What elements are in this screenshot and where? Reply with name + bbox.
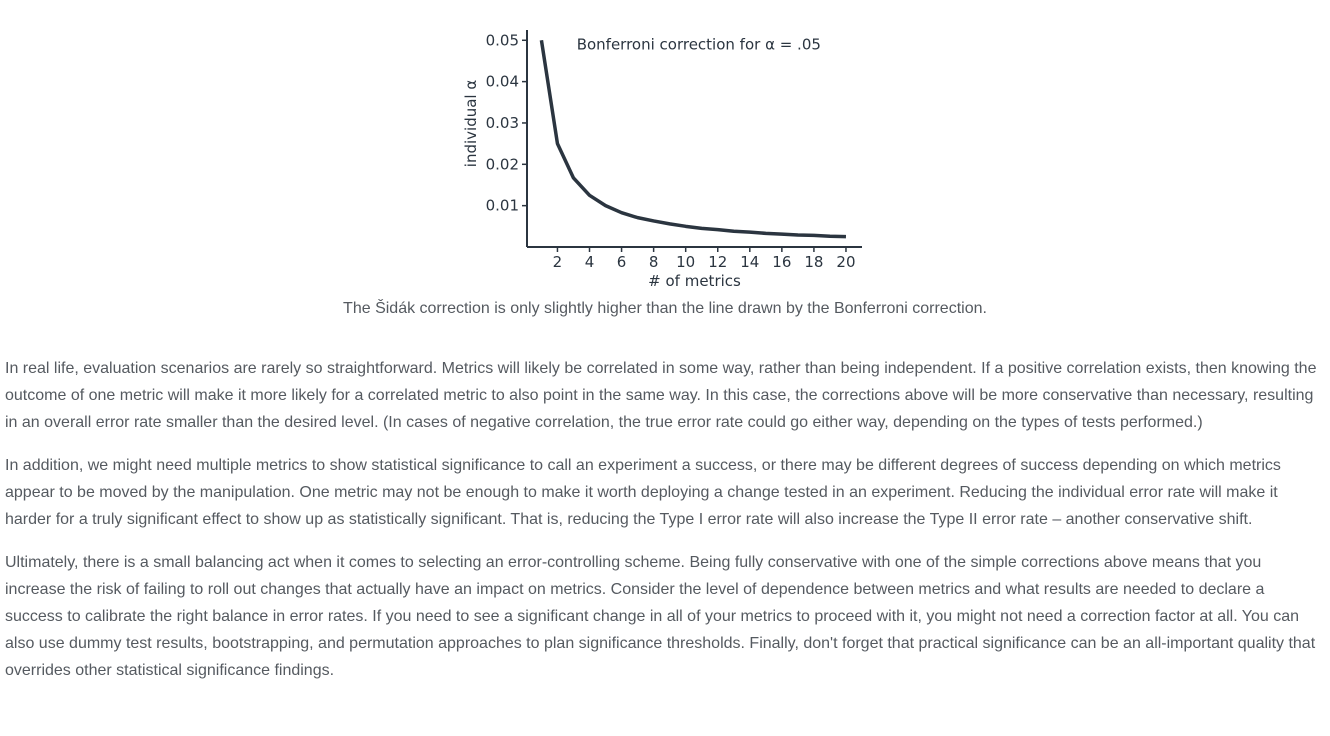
x-axis-label: # of metrics (648, 272, 741, 290)
paragraph-correlation: In real life, evaluation scenarios are r… (5, 360, 1317, 431)
x-tick-label: 18 (804, 253, 823, 271)
y-axis-label: individual α (462, 80, 480, 168)
x-tick-label: 14 (740, 253, 759, 271)
x-tick-label: 10 (676, 253, 695, 271)
x-tick-label: 12 (708, 253, 727, 271)
chart-title: Bonferroni correction for α = .05 (577, 35, 821, 53)
y-tick-label: 0.05 (486, 31, 519, 49)
series-line (539, 40, 847, 239)
chart-svg: 0.01 0.02 0.03 0.04 0.05 2 4 6 8 10 12 14 16 18 20 # of… (462, 30, 862, 290)
figure-caption: The Šidák correction is only slightly hi… (343, 300, 987, 317)
y-tick-label: 0.01 (486, 197, 519, 215)
bonferroni-chart: 0.01 0.02 0.03 0.04 0.05 2 4 6 8 10 12 14 16 18 20 # of… (455, 22, 875, 294)
x-tick-label: 16 (772, 253, 791, 271)
article-body: In real life, evaluation scenarios are r… (5, 355, 1323, 700)
x-tick-label: 2 (553, 253, 563, 271)
y-tick-label: 0.02 (486, 155, 519, 173)
paragraph-multiple-metrics: In addition, we might need multiple metr… (5, 457, 1281, 528)
y-tick-label: 0.03 (486, 114, 519, 132)
y-tick-label: 0.04 (486, 73, 519, 91)
x-tick-label: 20 (836, 253, 855, 271)
x-tick-label: 4 (585, 253, 595, 271)
x-tick-label: 6 (617, 253, 627, 271)
paragraph-balancing-act: Ultimately, there is a small balancing a… (5, 554, 1316, 679)
x-tick-label: 8 (649, 253, 659, 271)
